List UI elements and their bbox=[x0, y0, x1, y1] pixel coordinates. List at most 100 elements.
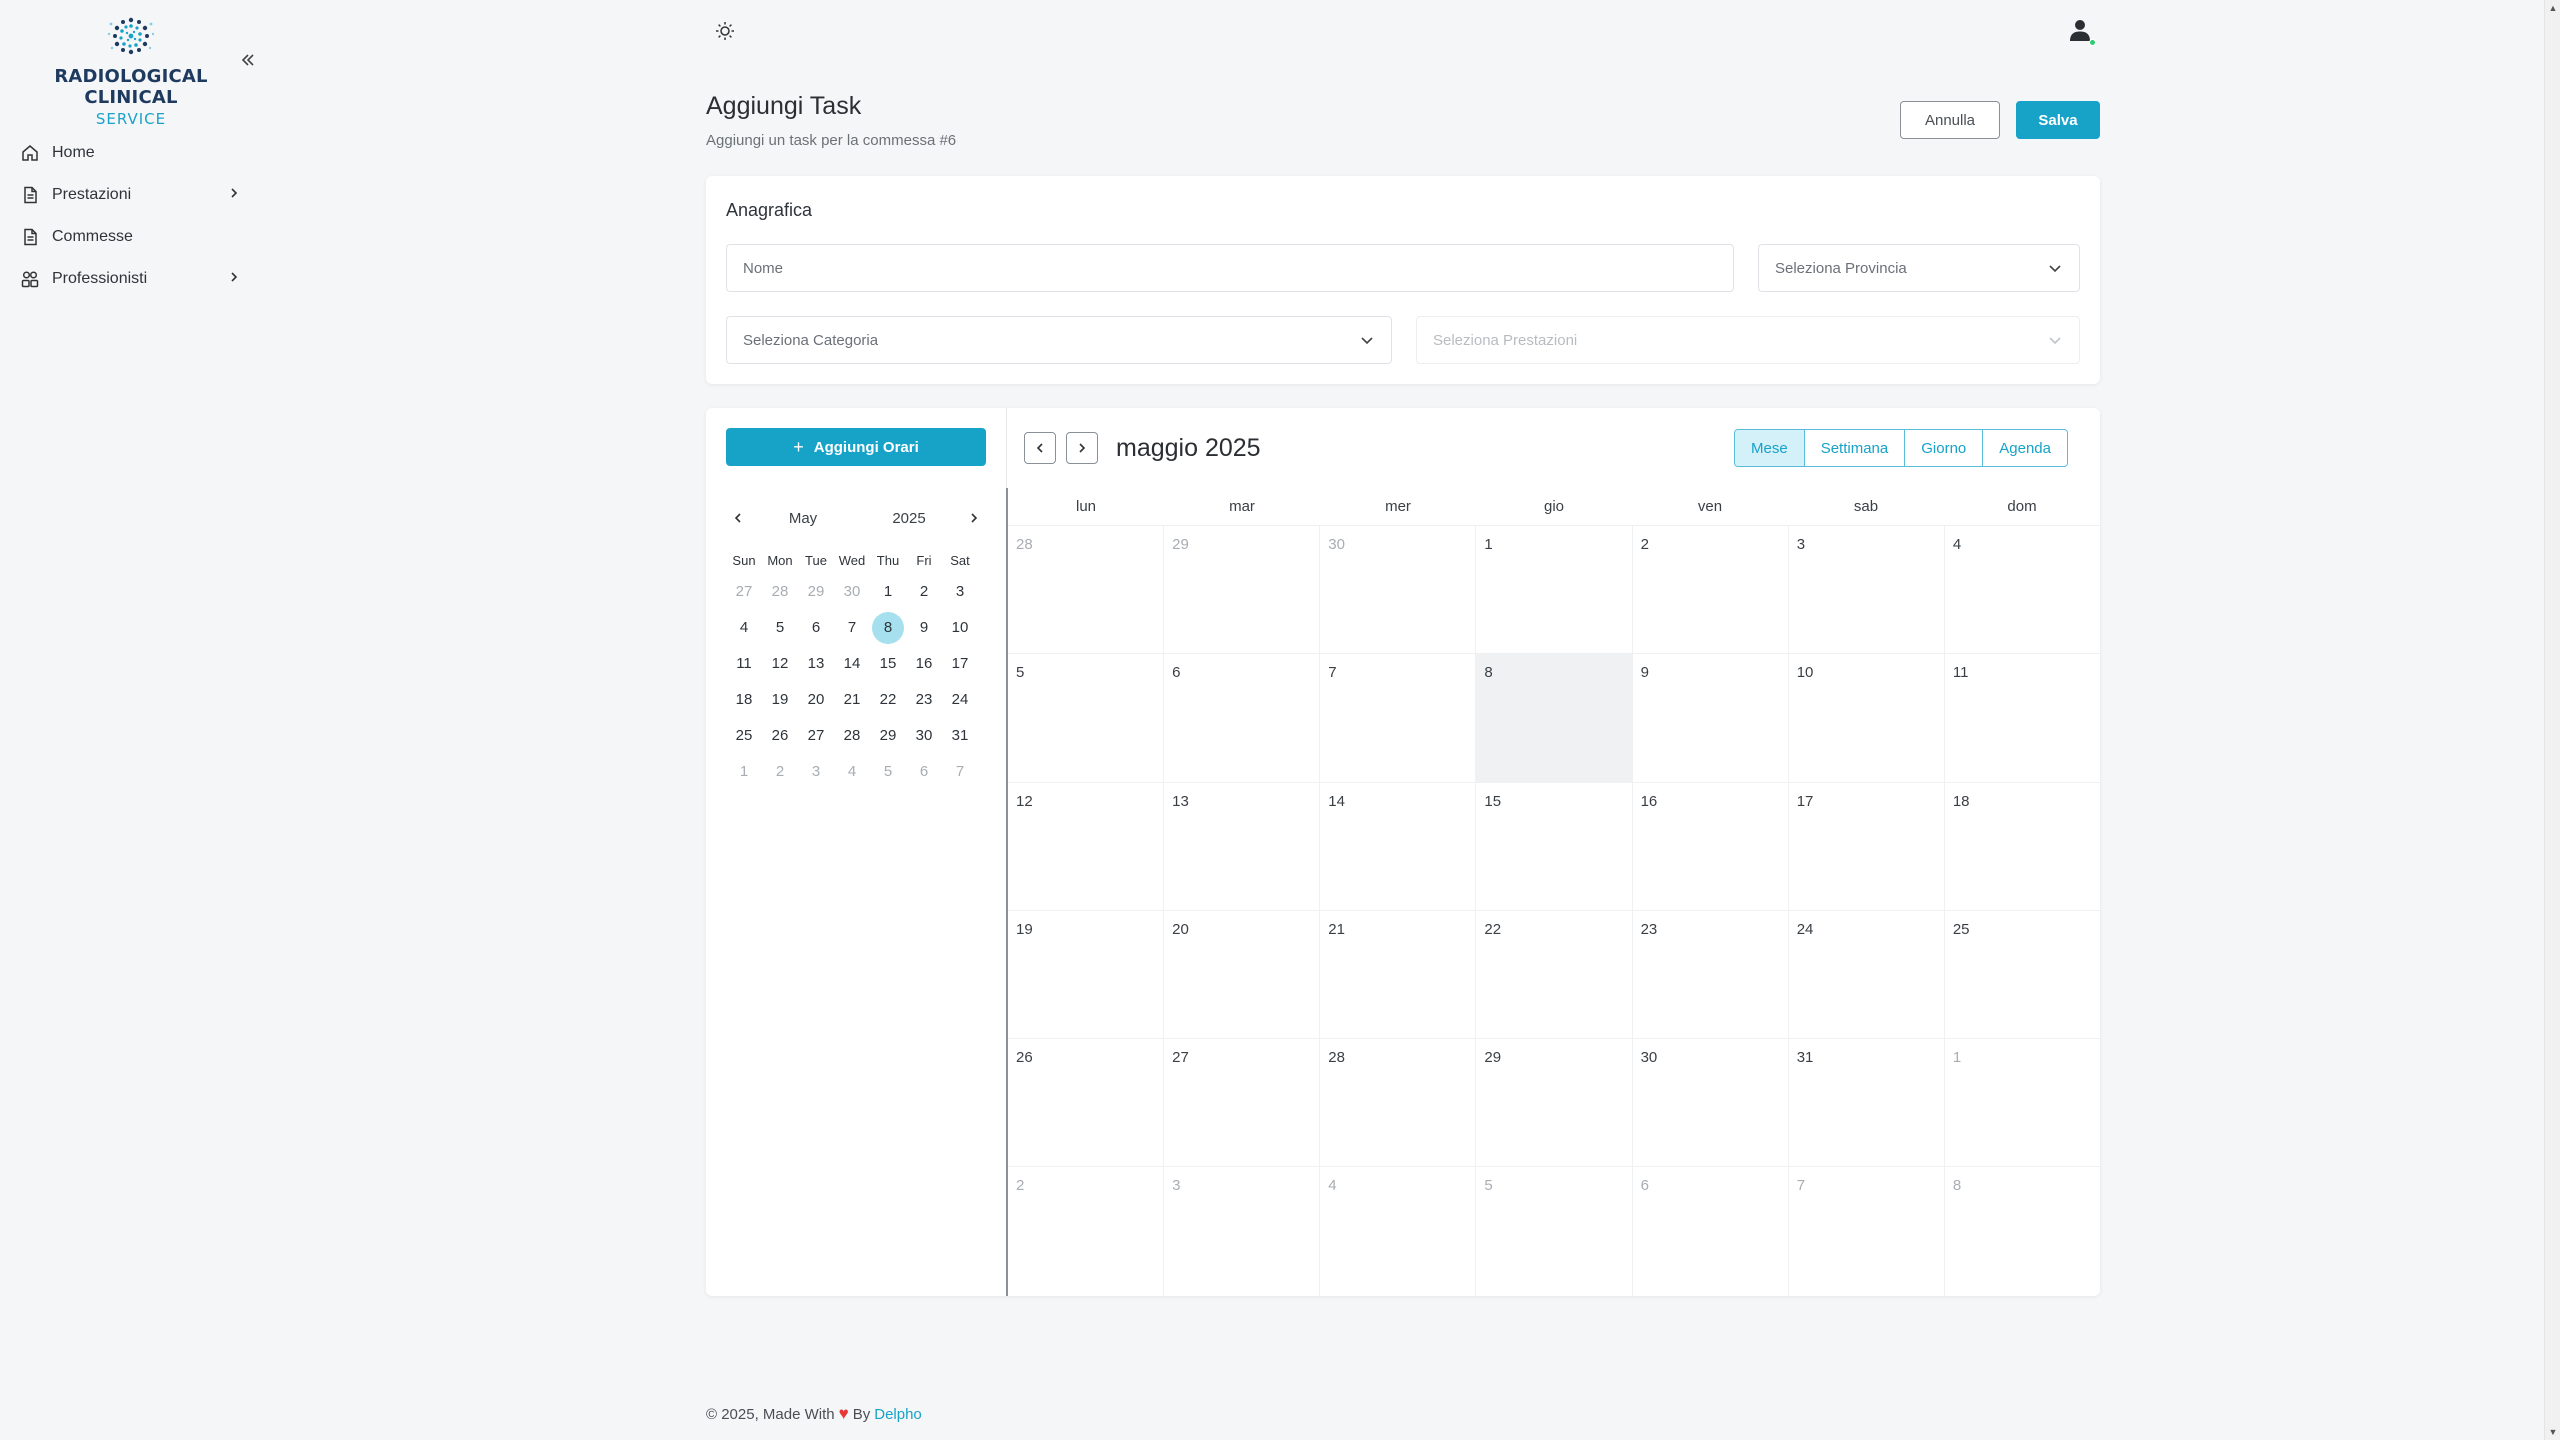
day-cell[interactable]: 22 bbox=[1475, 910, 1631, 1039]
mini-day-cell[interactable]: 4 bbox=[739, 619, 749, 636]
mini-next-month-button[interactable] bbox=[962, 508, 986, 529]
save-button[interactable]: Salva bbox=[2016, 101, 2100, 139]
day-cell[interactable]: 6 bbox=[1631, 1167, 1788, 1296]
mini-day-cell[interactable]: 13 bbox=[807, 655, 825, 672]
day-cell[interactable]: 6 bbox=[1163, 654, 1319, 782]
sidebar-item-commesse[interactable]: Commesse bbox=[20, 216, 240, 258]
categoria-select[interactable]: Seleziona Categoria bbox=[726, 316, 1392, 364]
mini-day-cell[interactable]: 7 bbox=[847, 619, 857, 636]
day-cell[interactable]: 19 bbox=[1016, 920, 1033, 938]
day-cell[interactable]: 14 bbox=[1319, 782, 1475, 910]
mini-day-cell[interactable]: 29 bbox=[879, 727, 897, 744]
day-cell[interactable]: 16 bbox=[1631, 782, 1788, 910]
day-cell[interactable]: 20 bbox=[1163, 910, 1319, 1039]
day-cell[interactable]: 9 bbox=[1631, 654, 1788, 782]
mini-day-cell[interactable]: 30 bbox=[843, 583, 861, 600]
mini-prev-month-button[interactable] bbox=[726, 508, 750, 529]
mini-day-cell[interactable]: 8 bbox=[872, 612, 904, 644]
day-cell[interactable]: 11 bbox=[1943, 654, 2100, 782]
mini-day-cell[interactable]: 22 bbox=[879, 691, 897, 708]
collapse-sidebar-button[interactable] bbox=[240, 52, 262, 74]
mini-day-cell[interactable]: 17 bbox=[951, 655, 969, 672]
day-cell[interactable]: 3 bbox=[1163, 1167, 1319, 1296]
day-cell[interactable]: 29 bbox=[1475, 1039, 1631, 1167]
mini-day-cell[interactable]: 18 bbox=[735, 691, 753, 708]
vertical-scrollbar[interactable]: ▲ ▼ bbox=[2544, 0, 2560, 1440]
mini-day-cell[interactable]: 6 bbox=[811, 619, 821, 636]
mini-day-cell[interactable]: 30 bbox=[915, 727, 933, 744]
day-cell[interactable]: 23 bbox=[1631, 910, 1788, 1039]
provincia-select[interactable]: Seleziona Provincia bbox=[1758, 244, 2080, 292]
mini-day-cell[interactable]: 11 bbox=[736, 655, 752, 672]
day-cell[interactable]: 8 bbox=[1943, 1167, 2100, 1296]
mini-day-cell[interactable]: 7 bbox=[955, 763, 965, 780]
mini-day-cell[interactable]: 3 bbox=[811, 763, 821, 780]
mini-day-cell[interactable]: 6 bbox=[919, 763, 929, 780]
day-cell[interactable]: 10 bbox=[1787, 654, 1944, 782]
scroll-down-arrow-icon[interactable]: ▼ bbox=[2548, 1427, 2558, 1437]
mini-day-cell[interactable]: 26 bbox=[771, 727, 789, 744]
day-cell[interactable]: 28 bbox=[1016, 536, 1033, 553]
day-cell[interactable]: 17 bbox=[1787, 782, 1944, 910]
logo[interactable]: RADIOLOGICAL CLINICAL SERVICE bbox=[18, 14, 244, 128]
day-cell[interactable]: 28 bbox=[1319, 1039, 1475, 1167]
day-cell[interactable]: 26 bbox=[1016, 1049, 1033, 1067]
mini-day-cell[interactable]: 25 bbox=[735, 727, 753, 744]
day-cell[interactable]: 31 bbox=[1787, 1039, 1944, 1167]
mini-day-cell[interactable]: 1 bbox=[883, 583, 893, 600]
mini-day-cell[interactable]: 5 bbox=[883, 763, 893, 780]
view-tab-settimana[interactable]: Settimana bbox=[1803, 430, 1905, 466]
day-cell[interactable]: 25 bbox=[1943, 910, 2100, 1039]
sidebar-item-professionisti[interactable]: Professionisti bbox=[20, 258, 240, 300]
mini-day-cell[interactable]: 20 bbox=[807, 691, 825, 708]
day-cell[interactable]: 5 bbox=[1475, 1167, 1631, 1296]
mini-day-cell[interactable]: 24 bbox=[951, 691, 969, 708]
mini-day-cell[interactable]: 9 bbox=[919, 619, 929, 636]
day-cell[interactable]: 2 bbox=[1016, 1177, 1025, 1195]
mini-day-cell[interactable]: 5 bbox=[775, 619, 785, 636]
mini-day-cell[interactable]: 10 bbox=[951, 619, 969, 636]
mini-day-cell[interactable]: 4 bbox=[847, 763, 857, 780]
cancel-button[interactable]: Annulla bbox=[1900, 101, 2000, 139]
mini-day-cell[interactable]: 1 bbox=[739, 763, 749, 780]
mini-day-cell[interactable]: 2 bbox=[775, 763, 785, 780]
day-cell[interactable]: 2 bbox=[1631, 526, 1788, 654]
user-menu-button[interactable] bbox=[2068, 18, 2096, 46]
mini-year-select[interactable]: 2025 bbox=[892, 509, 926, 527]
add-hours-button[interactable]: + Aggiungi Orari bbox=[726, 428, 986, 466]
day-cell[interactable]: 30 bbox=[1319, 526, 1475, 654]
day-cell[interactable]: 12 bbox=[1016, 792, 1033, 810]
day-cell[interactable]: 4 bbox=[1943, 526, 2100, 654]
mini-day-cell[interactable]: 21 bbox=[843, 691, 861, 708]
mini-day-cell[interactable]: 27 bbox=[807, 727, 825, 744]
mini-day-cell[interactable]: 19 bbox=[771, 691, 789, 708]
mini-month-select[interactable]: May bbox=[788, 509, 818, 527]
day-cell[interactable]: 1 bbox=[1943, 1039, 2100, 1167]
day-cell[interactable]: 1 bbox=[1475, 526, 1631, 654]
footer-link[interactable]: Delpho bbox=[874, 1405, 922, 1423]
day-cell[interactable]: 27 bbox=[1163, 1039, 1319, 1167]
prev-month-button[interactable] bbox=[1024, 432, 1056, 464]
day-cell[interactable]: 30 bbox=[1631, 1039, 1788, 1167]
mini-day-cell[interactable]: 14 bbox=[843, 655, 861, 672]
day-cell[interactable]: 3 bbox=[1787, 526, 1944, 654]
day-cell[interactable]: 5 bbox=[1016, 664, 1025, 682]
day-cell[interactable]: 13 bbox=[1163, 782, 1319, 910]
sidebar-item-prestazioni[interactable]: Prestazioni bbox=[20, 174, 240, 216]
day-cell[interactable]: 7 bbox=[1319, 654, 1475, 782]
day-cell[interactable]: 15 bbox=[1475, 782, 1631, 910]
mini-day-cell[interactable]: 28 bbox=[843, 727, 861, 744]
day-cell[interactable]: 29 bbox=[1163, 526, 1319, 654]
day-cell[interactable]: 7 bbox=[1787, 1167, 1944, 1296]
day-cell[interactable]: 24 bbox=[1787, 910, 1944, 1039]
day-cell[interactable]: 21 bbox=[1319, 910, 1475, 1039]
day-cell[interactable]: 8 bbox=[1475, 654, 1632, 782]
view-tab-giorno[interactable]: Giorno bbox=[1904, 430, 1983, 466]
mini-day-cell[interactable]: 27 bbox=[735, 583, 753, 600]
mini-day-cell[interactable]: 3 bbox=[955, 583, 965, 600]
sidebar-item-home[interactable]: Home bbox=[20, 132, 240, 174]
mini-day-cell[interactable]: 12 bbox=[771, 655, 789, 672]
mini-day-cell[interactable]: 28 bbox=[771, 583, 789, 600]
view-tab-agenda[interactable]: Agenda bbox=[1982, 430, 2067, 466]
mini-day-cell[interactable]: 2 bbox=[919, 583, 929, 600]
